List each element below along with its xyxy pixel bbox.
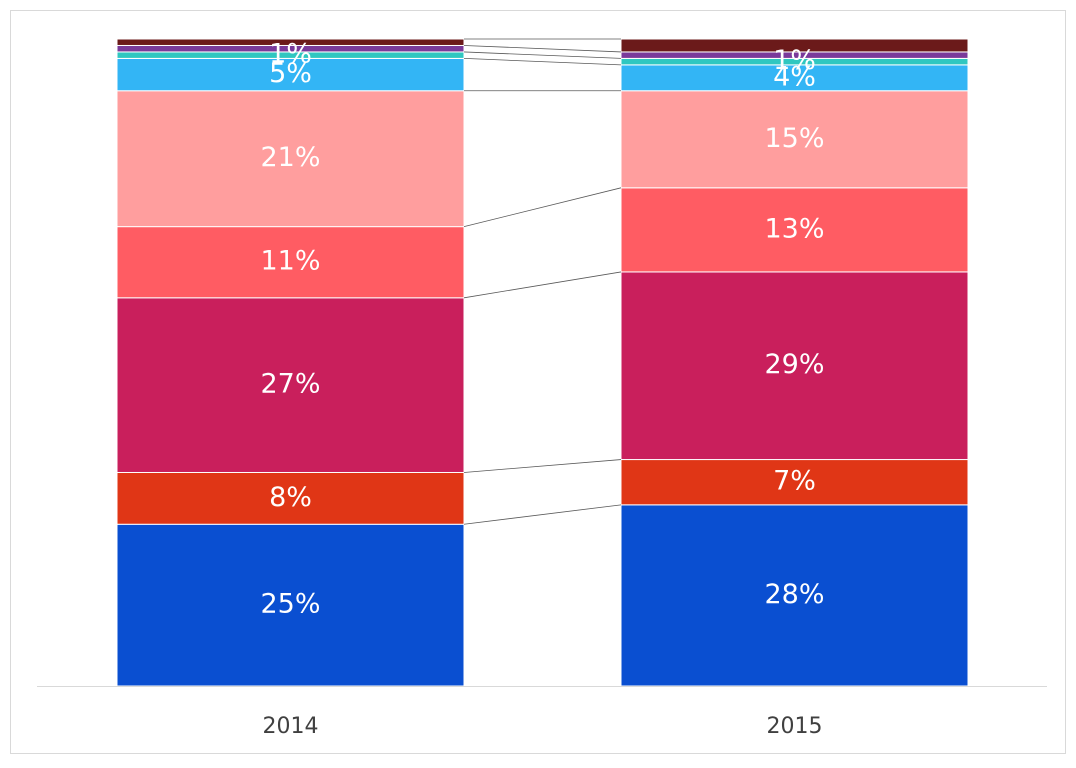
bar-segment (116, 57, 465, 92)
bar-segment (620, 38, 969, 53)
bar-segment (116, 38, 465, 46)
bar-segment (116, 90, 465, 228)
data-label: 25% (260, 589, 320, 620)
data-label: 21% (260, 142, 320, 173)
data-label: 1% (773, 45, 816, 76)
data-label: 1% (269, 39, 312, 70)
data-label: 27% (260, 369, 320, 400)
bar-segment (620, 271, 969, 461)
data-label: 4% (773, 61, 816, 92)
data-label: 28% (764, 579, 824, 610)
bar-segment (116, 226, 465, 299)
bar-segment (620, 459, 969, 506)
data-label: 8% (269, 482, 312, 513)
series-line (463, 459, 622, 473)
x-tick-label: 2015 (767, 714, 823, 739)
bar-segment (116, 297, 465, 473)
data-label: 29% (764, 349, 824, 380)
data-label: 5% (269, 58, 312, 89)
bar-segment (620, 64, 969, 92)
data-label: 7% (773, 466, 816, 497)
bar-segment (620, 504, 969, 687)
bar-segment (620, 187, 969, 273)
series-line (463, 271, 622, 299)
bar-segment (620, 90, 969, 189)
x-tick-label: 2014 (263, 714, 319, 739)
series-line (463, 51, 622, 59)
series-line (463, 187, 622, 228)
series-line (463, 58, 622, 66)
series-line (463, 45, 622, 53)
bar-segment (116, 523, 465, 687)
data-label: 11% (260, 246, 320, 277)
series-line (463, 504, 622, 525)
data-label: 15% (764, 123, 824, 154)
data-label: 13% (764, 213, 824, 244)
